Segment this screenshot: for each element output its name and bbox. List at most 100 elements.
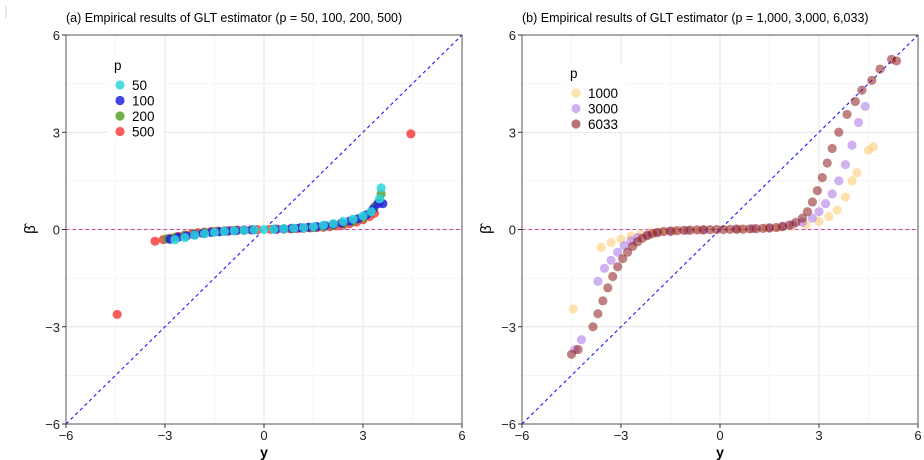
data-point-3000 xyxy=(576,335,587,345)
y-tick-label: −6 xyxy=(501,417,516,432)
data-point-6033 xyxy=(608,271,618,282)
data-point-50 xyxy=(170,235,180,245)
data-point-6033 xyxy=(807,197,818,207)
y-axis-label-b: β̂ xyxy=(478,222,495,234)
data-point-50 xyxy=(374,194,385,204)
legend-label-6033: 6033 xyxy=(588,117,618,132)
data-point-6033 xyxy=(698,225,709,235)
data-point-3000 xyxy=(834,176,844,186)
data-point-50 xyxy=(259,224,269,235)
data-point-6033 xyxy=(827,143,837,154)
data-point-500 xyxy=(150,236,160,246)
data-point-50 xyxy=(200,229,210,239)
data-point-6033 xyxy=(834,127,844,137)
x-ticks-a: −6 −3 0 3 6 xyxy=(59,424,466,443)
legend-swatch-3000 xyxy=(571,103,581,114)
data-point-1000 xyxy=(606,237,616,248)
data-point-3000 xyxy=(599,263,610,273)
legend-swatch-6033 xyxy=(571,119,581,129)
data-point-6033 xyxy=(764,223,775,233)
data-point-6033 xyxy=(738,224,748,234)
legend-swatch-1000 xyxy=(571,88,581,98)
data-point-3000 xyxy=(840,160,851,170)
data-point-50 xyxy=(299,222,309,233)
data-point-3000 xyxy=(814,207,824,217)
data-point-6033 xyxy=(797,213,808,223)
chart-title-a: (a) Empirical results of GLT estimator (… xyxy=(66,11,402,25)
x-tick-label: −3 xyxy=(158,428,173,443)
data-point-6033 xyxy=(751,224,761,234)
y-tick-label: −6 xyxy=(45,417,60,432)
data-point-6033 xyxy=(603,283,613,293)
x-tick-label: 0 xyxy=(260,428,267,443)
diagonal-reference-line xyxy=(65,34,463,425)
x-axis-label-a: y xyxy=(260,444,268,460)
data-point-6033 xyxy=(745,224,755,234)
data-point-6033 xyxy=(593,309,603,319)
data-point-50 xyxy=(328,219,338,229)
y-ticks-a: −6 −3 0 3 6 xyxy=(45,28,66,432)
data-point-6033 xyxy=(672,226,682,236)
data-point-1000 xyxy=(596,242,606,252)
y-tick-label: 6 xyxy=(509,28,516,43)
panel-b: −6 −3 0 3 6 −6 −3 0 3 6 (b) Empirical results of… xyxy=(478,11,922,460)
data-point-6033 xyxy=(817,173,827,183)
data-point-3000 xyxy=(854,117,864,128)
data-point-6033 xyxy=(718,224,728,235)
data-point-1000 xyxy=(852,168,862,178)
data-point-6033 xyxy=(705,225,715,235)
x-tick-label: 0 xyxy=(716,428,723,443)
data-point-3000 xyxy=(847,140,857,150)
data-point-1000 xyxy=(824,211,834,222)
y-axis-label-a: β̂ xyxy=(22,222,39,234)
data-point-1000 xyxy=(568,304,578,314)
data-point-50 xyxy=(249,225,259,235)
data-point-50 xyxy=(190,230,200,240)
data-point-3000 xyxy=(860,101,870,111)
data-point-6033 xyxy=(588,322,598,332)
data-point-6033 xyxy=(573,344,583,355)
data-point-6033 xyxy=(659,226,669,237)
data-point-50 xyxy=(376,183,386,193)
data-point-6033 xyxy=(665,226,676,236)
y-tick-label: 3 xyxy=(509,125,516,140)
data-point-6033 xyxy=(731,224,742,234)
data-point-6033 xyxy=(791,217,801,227)
data-point-50 xyxy=(180,233,190,243)
y-tick-label: 6 xyxy=(53,28,60,43)
data-point-1000 xyxy=(832,205,842,215)
legend-label-200: 200 xyxy=(132,109,155,124)
x-tick-label: 3 xyxy=(359,428,366,443)
data-point-6033 xyxy=(812,186,822,196)
y-tick-label: 0 xyxy=(509,223,516,238)
data-point-6033 xyxy=(598,296,608,306)
data-point-6033 xyxy=(613,262,623,272)
x-tick-label: −6 xyxy=(515,428,530,443)
data-point-6033 xyxy=(566,349,577,359)
x-tick-label: 6 xyxy=(458,428,465,443)
data-point-50 xyxy=(358,211,368,221)
data-point-50 xyxy=(269,224,279,234)
x-tick-label: 6 xyxy=(914,428,921,443)
data-point-6033 xyxy=(842,109,852,120)
data-point-6033 xyxy=(875,64,885,74)
legend-label-3000: 3000 xyxy=(588,102,618,117)
data-point-6033 xyxy=(679,225,689,235)
points-b xyxy=(566,54,902,359)
data-point-6033 xyxy=(618,254,628,264)
y-tick-label: 3 xyxy=(53,125,60,140)
legend-title-a: p xyxy=(114,58,122,73)
data-point-50 xyxy=(219,226,229,237)
x-tick-label: −6 xyxy=(59,428,74,443)
x-axis-label-b: y xyxy=(716,444,724,460)
data-point-6033 xyxy=(725,224,735,234)
panel-a: −6 −3 0 3 6 −6 −3 0 3 6 (a) Empirical results of… xyxy=(22,11,466,460)
legend-label-1000: 1000 xyxy=(588,86,618,101)
x-tick-label: −3 xyxy=(614,428,629,443)
data-point-6033 xyxy=(685,225,695,235)
data-point-3000 xyxy=(827,189,837,199)
data-point-3000 xyxy=(821,198,831,209)
